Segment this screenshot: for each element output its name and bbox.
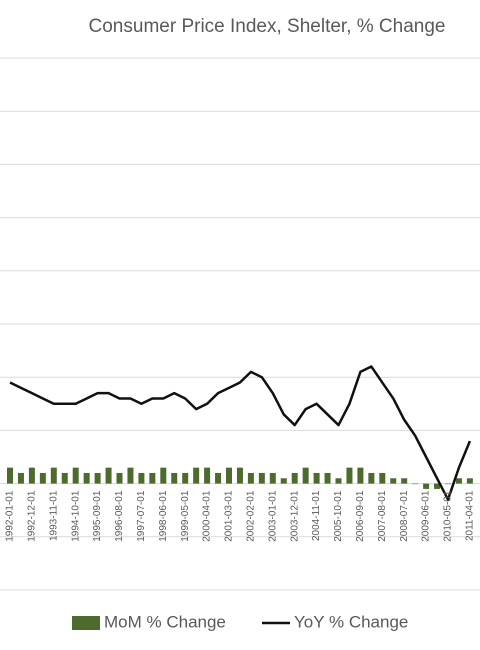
x-tick-label: 2003-01-01 — [267, 490, 278, 542]
legend-label: YoY % Change — [294, 612, 408, 631]
chart-title: Consumer Price Index, Shelter, % Change — [89, 16, 446, 37]
bar — [423, 483, 430, 489]
bar — [50, 467, 57, 484]
x-tick-label: 1992-12-01 — [27, 490, 38, 542]
bar — [182, 472, 189, 484]
bar — [105, 467, 112, 484]
bar — [379, 472, 386, 484]
bar — [127, 467, 134, 484]
bar — [116, 472, 123, 484]
x-tick-label: 2002-02-01 — [246, 490, 257, 542]
bar — [171, 472, 178, 484]
x-tick-label: 2006-09-01 — [355, 490, 366, 542]
bar — [193, 467, 200, 484]
bar — [466, 478, 473, 484]
bar — [149, 472, 156, 484]
bar — [160, 467, 167, 484]
bar — [412, 483, 419, 485]
x-tick-label: 1996-08-01 — [114, 490, 125, 542]
x-tick-label: 1993-11-01 — [48, 490, 59, 541]
bar — [28, 467, 35, 484]
bar — [7, 467, 13, 484]
bar — [390, 478, 397, 484]
bar — [72, 467, 79, 484]
x-tick-label: 2007-08-01 — [377, 490, 388, 542]
bar — [434, 483, 441, 489]
bar — [324, 472, 331, 484]
bar — [204, 467, 211, 484]
bar — [280, 478, 287, 484]
bar — [368, 472, 375, 484]
x-tick-label: 1998-06-01 — [158, 490, 169, 542]
bar — [346, 467, 353, 484]
bar — [61, 472, 68, 484]
bar — [258, 472, 265, 484]
x-tick-label: 1992-01-01 — [5, 490, 16, 542]
x-tick-label: 2003-12-01 — [289, 490, 300, 542]
bar — [357, 467, 364, 484]
bar — [94, 472, 101, 484]
bar — [455, 478, 462, 484]
bar — [17, 472, 24, 484]
x-tick-label: 2001-03-01 — [224, 490, 235, 542]
bar — [247, 472, 254, 484]
x-tick-label: 2000-04-01 — [202, 490, 213, 542]
bar — [236, 467, 243, 484]
bar — [401, 478, 408, 484]
x-tick-label: 2009-06-01 — [421, 490, 432, 542]
bar — [302, 467, 309, 484]
legend-label: MoM % Change — [104, 612, 226, 631]
bar — [313, 472, 320, 484]
bar — [39, 472, 46, 484]
x-tick-label: 1999-05-01 — [180, 490, 191, 542]
bar — [138, 472, 145, 484]
bar — [269, 472, 276, 484]
bar — [83, 472, 90, 484]
x-tick-label: 2010-05-01 — [443, 490, 454, 542]
legend-swatch — [72, 616, 100, 630]
bar — [215, 472, 222, 484]
bar — [226, 467, 232, 484]
x-tick-label: 1997-07-01 — [136, 490, 147, 542]
x-tick-label: 2008-07-01 — [399, 490, 410, 542]
line — [9, 365, 472, 501]
x-tick-label: 2005-10-01 — [333, 490, 344, 542]
bar — [445, 483, 451, 485]
x-tick-label: 1994-10-01 — [70, 490, 81, 542]
x-tick-label: 2011-04-01 — [465, 490, 476, 541]
bar — [335, 478, 342, 484]
bar — [291, 472, 298, 484]
x-tick-label: 1995-09-01 — [92, 490, 103, 542]
x-tick-label: 2004-11-01 — [311, 490, 322, 541]
